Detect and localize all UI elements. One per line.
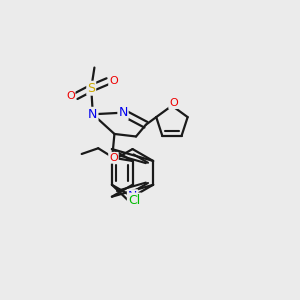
Text: Cl: Cl — [129, 194, 141, 206]
Text: N: N — [88, 108, 98, 121]
Text: O: O — [169, 98, 178, 108]
Text: N: N — [128, 190, 137, 203]
Text: O: O — [109, 76, 118, 86]
Text: O: O — [66, 91, 75, 101]
Text: S: S — [87, 82, 95, 95]
Text: O: O — [109, 153, 118, 163]
Text: N: N — [118, 106, 128, 119]
